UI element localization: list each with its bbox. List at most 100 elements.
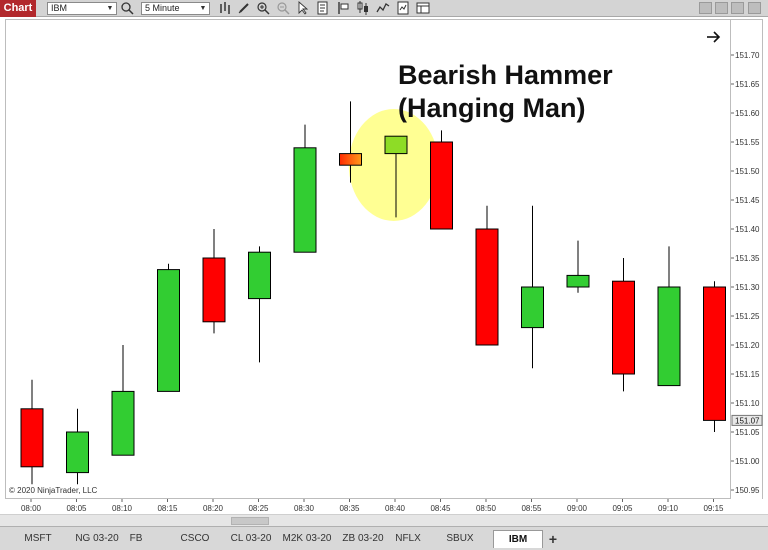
time-tick-label: 08:50 bbox=[476, 504, 497, 513]
window-layout-icon[interactable] bbox=[416, 1, 430, 15]
tab-sbux[interactable]: SBUX bbox=[446, 533, 474, 544]
properties-icon[interactable] bbox=[316, 1, 330, 15]
candle-0905[interactable] bbox=[612, 258, 635, 392]
indicators-icon[interactable] bbox=[376, 1, 390, 15]
strategies-icon[interactable] bbox=[356, 1, 370, 15]
candle-0900[interactable] bbox=[566, 240, 590, 293]
time-tick-label: 08:10 bbox=[112, 504, 133, 513]
time-tick-label: 09:15 bbox=[703, 504, 724, 513]
candle-0910[interactable] bbox=[657, 246, 681, 387]
candle-body bbox=[20, 408, 44, 468]
candle-0820[interactable] bbox=[202, 229, 226, 334]
candle-0810[interactable] bbox=[111, 345, 135, 456]
interval-value: 5 Minute bbox=[145, 3, 180, 13]
scrollbar-thumb[interactable] bbox=[231, 517, 269, 525]
current-price-label: 151.07 bbox=[735, 416, 760, 425]
time-tick-label: 09:05 bbox=[612, 504, 633, 513]
chart-title-label[interactable]: Chart bbox=[0, 0, 36, 17]
candle-0815[interactable] bbox=[157, 263, 180, 392]
time-tick-label: 08:00 bbox=[21, 504, 42, 513]
price-tick-label: 151.55 bbox=[735, 138, 760, 147]
annotation-line2: (Hanging Man) bbox=[398, 93, 585, 123]
pencil-icon[interactable] bbox=[237, 1, 251, 15]
time-tick-label: 08:55 bbox=[521, 504, 542, 513]
price-tick-label: 151.45 bbox=[735, 196, 760, 205]
close-button[interactable] bbox=[748, 2, 761, 14]
candle-0850[interactable] bbox=[475, 205, 499, 346]
price-tick-label: 151.10 bbox=[735, 399, 760, 408]
price-tick-label: 151.70 bbox=[735, 51, 760, 60]
zoom-out-icon[interactable] bbox=[276, 1, 290, 15]
time-tick-label: 09:10 bbox=[658, 504, 679, 513]
copyright-text: © 2020 NinjaTrader, LLC bbox=[9, 486, 98, 495]
candle-body bbox=[339, 153, 362, 166]
candle-0805[interactable] bbox=[66, 408, 89, 485]
tab-m2k-03-20[interactable]: M2K 03-20 bbox=[282, 533, 332, 544]
time-tick-label: 09:00 bbox=[567, 504, 588, 513]
time-tick-label: 08:45 bbox=[430, 504, 451, 513]
candle-body bbox=[202, 257, 226, 323]
candle-0855[interactable] bbox=[521, 205, 544, 369]
candle-0835[interactable] bbox=[339, 101, 362, 183]
tab-ibm[interactable]: IBM bbox=[493, 530, 543, 548]
search-icon[interactable] bbox=[120, 1, 134, 15]
price-tick-label: 150.95 bbox=[735, 486, 760, 495]
candle-body bbox=[657, 286, 681, 387]
tab-msft[interactable]: MSFT bbox=[24, 533, 52, 544]
price-tick-label: 151.60 bbox=[735, 109, 760, 118]
price-tick-label: 151.05 bbox=[735, 428, 760, 437]
tab-nflx[interactable]: NFLX bbox=[395, 533, 421, 544]
data-box-icon[interactable] bbox=[336, 1, 350, 15]
restore-button[interactable] bbox=[731, 2, 744, 14]
candle-body bbox=[66, 431, 89, 474]
instrument-tabs: MSFT NG 03-20 FB CSCO CL 03-20 M2K 03-20… bbox=[0, 526, 768, 550]
chart-panel[interactable]: Bearish Hammer (Hanging Man) © 2020 Ninj… bbox=[5, 19, 731, 499]
price-tick-label: 151.65 bbox=[735, 80, 760, 89]
candle-body bbox=[248, 251, 271, 300]
price-tick-label: 151.30 bbox=[735, 283, 760, 292]
time-tick-label: 08:15 bbox=[157, 504, 178, 513]
right-arrow-icon[interactable] bbox=[707, 31, 721, 43]
candle-0840[interactable] bbox=[384, 135, 408, 218]
candle-0845[interactable] bbox=[430, 130, 453, 230]
candle-body bbox=[430, 141, 453, 230]
tab-csco[interactable]: CSCO bbox=[180, 533, 210, 544]
templates-icon[interactable] bbox=[396, 1, 410, 15]
tab-cl-03-20[interactable]: CL 03-20 bbox=[230, 533, 272, 544]
annotation-line1: Bearish Hammer bbox=[398, 60, 613, 90]
instrument-selector[interactable]: IBM ▼ bbox=[47, 2, 117, 15]
time-axis-labels: 08:00 08:05 08:10 08:15 08:20 08:25 08:30 08:35… bbox=[21, 499, 724, 513]
add-tab-button[interactable]: + bbox=[548, 531, 558, 547]
candle-body bbox=[703, 286, 726, 421]
chart-toolbar: Chart IBM ▼ 5 Minute ▼ bbox=[0, 0, 768, 17]
candle-body bbox=[566, 274, 590, 288]
tab-fb[interactable]: FB bbox=[129, 533, 143, 544]
candle-0800[interactable] bbox=[20, 379, 44, 485]
candle-0830[interactable] bbox=[293, 124, 317, 253]
price-axis[interactable]: 151.70 151.65 151.60 151.55 151.50 151.45 151.… bbox=[731, 19, 763, 499]
candle-0825[interactable] bbox=[248, 246, 271, 363]
candle-0915[interactable] bbox=[703, 281, 726, 432]
instrument-value: IBM bbox=[51, 3, 68, 13]
zoom-in-icon[interactable] bbox=[256, 1, 270, 15]
horizontal-scrollbar[interactable] bbox=[0, 514, 768, 526]
time-tick-label: 08:40 bbox=[385, 504, 406, 513]
bar-type-icon[interactable] bbox=[218, 1, 232, 15]
tab-zb-03-20[interactable]: ZB 03-20 bbox=[342, 533, 384, 544]
price-tick-label: 151.25 bbox=[735, 312, 760, 321]
price-tick-label: 151.50 bbox=[735, 167, 760, 176]
candle-body bbox=[612, 280, 635, 375]
maximize-button[interactable] bbox=[715, 2, 728, 14]
price-tick-label: 151.15 bbox=[735, 370, 760, 379]
hammer-highlight bbox=[348, 109, 439, 221]
candle-body bbox=[384, 135, 408, 155]
price-tick-label: 151.40 bbox=[735, 225, 760, 234]
time-tick-label: 08:25 bbox=[248, 504, 269, 513]
time-axis[interactable]: 08:00 08:05 08:10 08:15 08:20 08:25 08:30 08:35… bbox=[5, 499, 763, 514]
minimize-button[interactable] bbox=[699, 2, 712, 14]
candle-body bbox=[111, 390, 135, 456]
tab-ng-03-20[interactable]: NG 03-20 bbox=[75, 533, 119, 544]
interval-selector[interactable]: 5 Minute ▼ bbox=[141, 2, 210, 15]
cursor-icon[interactable] bbox=[296, 1, 310, 15]
price-tick-label: 151.00 bbox=[735, 457, 760, 466]
